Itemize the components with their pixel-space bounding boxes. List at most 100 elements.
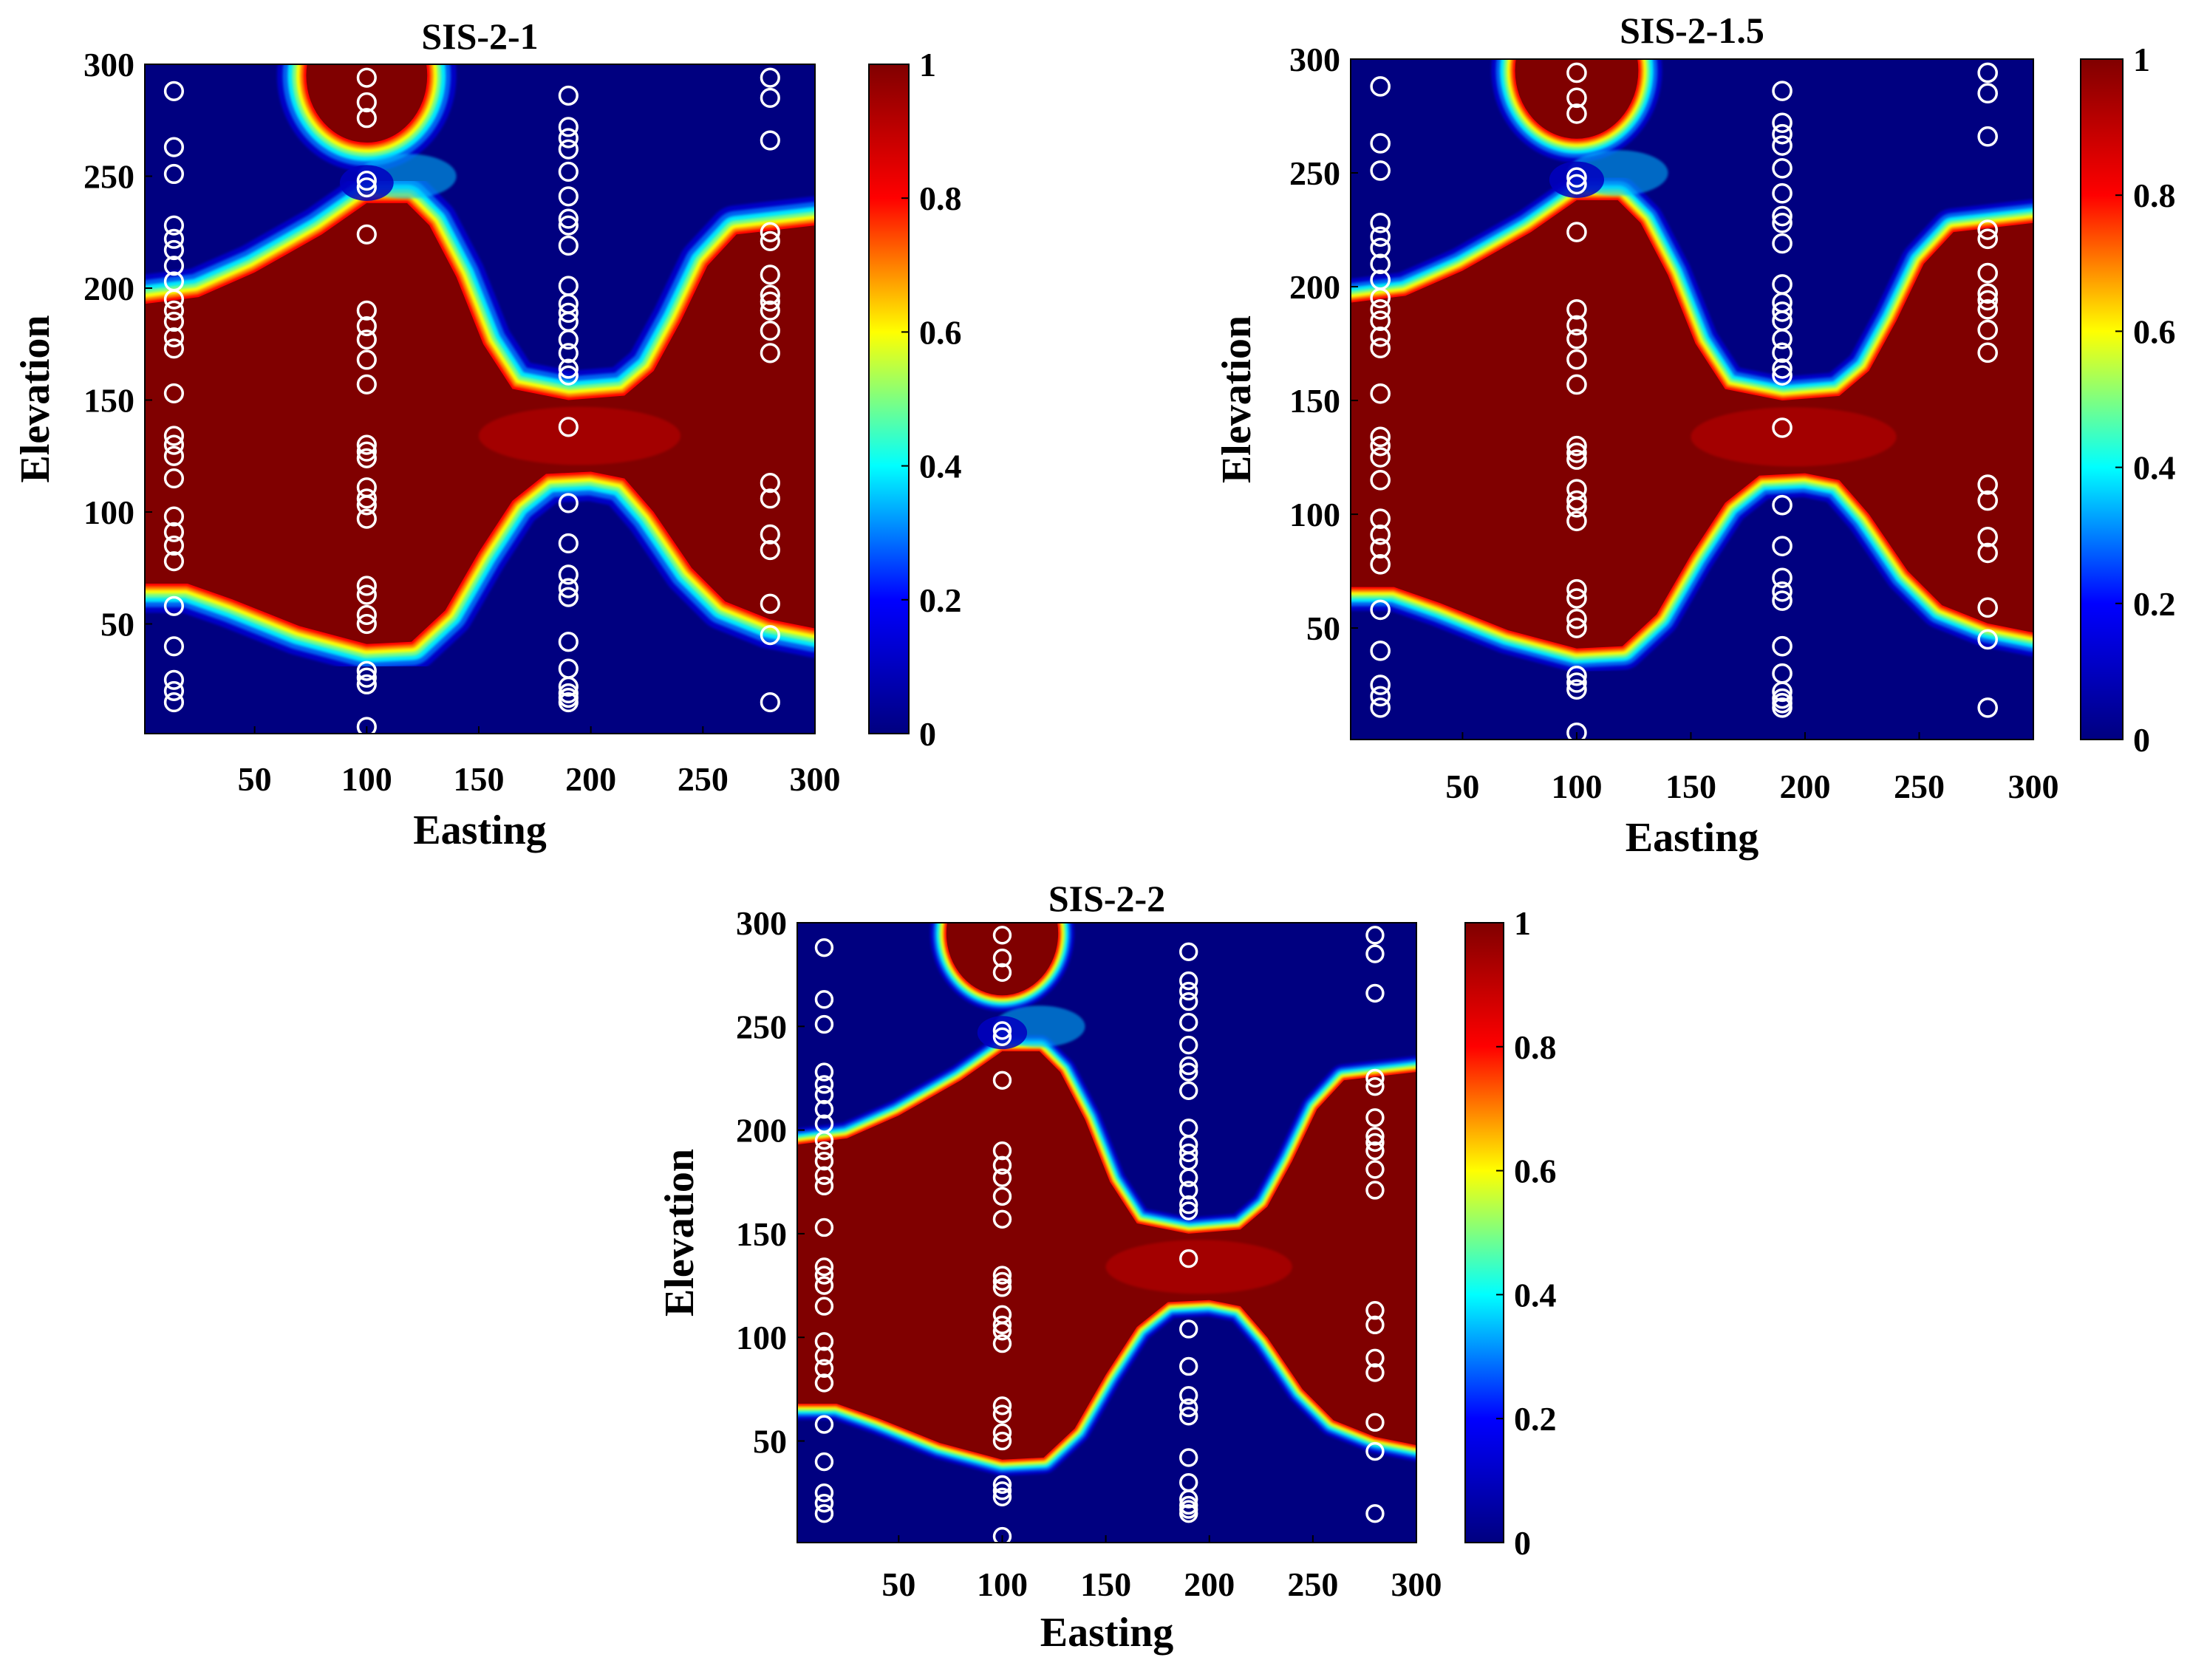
well-sample-marker <box>992 926 1012 945</box>
well-sample-marker <box>760 300 780 321</box>
well-sample-marker <box>1370 310 1391 332</box>
well-sample-marker <box>1365 1504 1385 1523</box>
well-sample-marker <box>1179 1472 1198 1492</box>
well-sample-marker <box>760 473 780 494</box>
well-sample-marker <box>163 300 185 321</box>
well-sample-marker <box>558 587 579 607</box>
well-sample-marker <box>1772 688 1792 709</box>
well-sample-marker <box>163 551 185 572</box>
well-sample-marker <box>1179 1407 1198 1426</box>
well-sample-marker <box>1179 1249 1198 1268</box>
well-sample-marker <box>992 1487 1012 1506</box>
well-sample-marker <box>356 329 377 350</box>
well-sample-marker <box>1977 219 1998 240</box>
well-sample-marker <box>1179 1035 1198 1055</box>
well-sample-marker <box>1566 87 1587 109</box>
well-sample-marker <box>814 1373 834 1393</box>
well-sample-marker <box>356 224 377 245</box>
well-sample-marker <box>1772 182 1792 204</box>
well-sample-marker <box>1772 358 1792 379</box>
well-sample-marker <box>992 1481 1012 1500</box>
colorbar: 0 0.2 0.4 0.6 0.8 1 <box>2080 41 2176 759</box>
well-sample-marker <box>356 448 377 468</box>
well-sample-marker <box>814 1346 834 1366</box>
well-sample-marker <box>1772 233 1792 254</box>
y-tick-label: 150 <box>736 1215 787 1253</box>
well-sample-marker <box>163 595 185 616</box>
well-sample-marker <box>163 228 185 249</box>
well-sample-marker <box>814 990 834 1009</box>
well-sample-marker <box>1566 618 1587 638</box>
well-sample-marker <box>1370 470 1391 491</box>
well-sample-marker <box>1772 112 1792 134</box>
well-sample-marker <box>1566 435 1587 457</box>
y-tick-label: 200 <box>1289 268 1340 306</box>
well-sample-marker <box>1566 299 1587 320</box>
well-sample-marker <box>163 434 185 455</box>
well-sample-marker <box>814 1176 834 1196</box>
well-sample-marker <box>558 186 579 207</box>
colorbar-tick-label: 0.4 <box>2133 449 2176 487</box>
well-sample-marker <box>1566 315 1587 336</box>
well-sample-marker <box>1977 228 1998 250</box>
colorbar-tick-label: 0.6 <box>919 313 962 351</box>
well-sample-marker <box>356 300 377 321</box>
heatmap-plot-area <box>1350 58 2034 740</box>
colorbar-tick-label: 0.6 <box>2133 313 2176 350</box>
well-sample-marker <box>356 177 377 198</box>
well-sample-marker <box>1772 581 1792 602</box>
well-sample-marker <box>814 938 834 957</box>
well-markers <box>163 67 780 734</box>
well-sample-marker <box>558 208 579 229</box>
well-sample-marker <box>1365 1127 1385 1146</box>
well-sample-marker <box>1370 599 1391 621</box>
well-sample-marker <box>1179 1201 1198 1220</box>
well-sample-marker <box>760 87 780 109</box>
well-sample-marker <box>814 1276 834 1295</box>
y-axis-ticks: 50 100 150 200 250 300 <box>736 904 805 1461</box>
well-sample-marker <box>760 284 780 305</box>
well-sample-marker <box>814 1297 834 1316</box>
well-sample-marker <box>760 593 780 614</box>
well-sample-marker <box>163 680 185 702</box>
well-sample-marker <box>1566 329 1587 349</box>
upper-body <box>946 923 1059 996</box>
well-sample-marker <box>1365 983 1385 1003</box>
well-sample-marker <box>1772 590 1792 611</box>
well-sample-marker <box>1370 338 1391 358</box>
well-sample-marker <box>356 488 377 509</box>
well-sample-marker <box>1370 76 1391 97</box>
y-tick-label: 50 <box>100 606 134 643</box>
channel-region <box>1351 199 2033 649</box>
well-sample-marker <box>1179 971 1198 991</box>
x-axis-label: Easting <box>413 807 547 853</box>
x-tick-label: 200 <box>565 760 616 798</box>
well-sample-marker <box>558 493 579 513</box>
well-sample-marker <box>1365 1348 1385 1367</box>
well-sample-marker <box>1772 663 1792 684</box>
well-sample-marker <box>163 215 185 236</box>
well-sample-marker <box>1772 135 1792 156</box>
well-sample-marker <box>163 692 185 713</box>
well-sample-marker <box>992 1396 1012 1416</box>
well-sample-marker <box>1566 374 1587 395</box>
well-sample-marker <box>814 1085 834 1104</box>
well-sample-marker <box>1977 299 1998 320</box>
well-sample-marker <box>1365 1315 1385 1335</box>
colorbar-tick-label: 1 <box>1514 904 1531 942</box>
well-sample-marker <box>163 137 185 157</box>
well-sample-marker <box>1370 383 1391 404</box>
well-sample-marker <box>814 1266 834 1285</box>
panel-sis-2-1-5: SIS-2-1.5 50 100 150 200 250 300 50 100 150 200 2… <box>1214 10 2176 861</box>
well-sample-marker <box>1772 536 1792 556</box>
well-sample-marker <box>760 488 780 509</box>
y-tick-label: 150 <box>83 382 134 420</box>
colorbar-tick-label: 1 <box>919 46 936 83</box>
well-sample-marker <box>1179 991 1198 1011</box>
colorbar-tick-label: 0.8 <box>919 180 962 217</box>
colorbar-tick-label: 0 <box>1514 1524 1531 1562</box>
well-sample-marker <box>1179 1398 1198 1418</box>
well-sample-marker <box>992 1278 1012 1297</box>
well-sample-marker <box>163 81 185 101</box>
